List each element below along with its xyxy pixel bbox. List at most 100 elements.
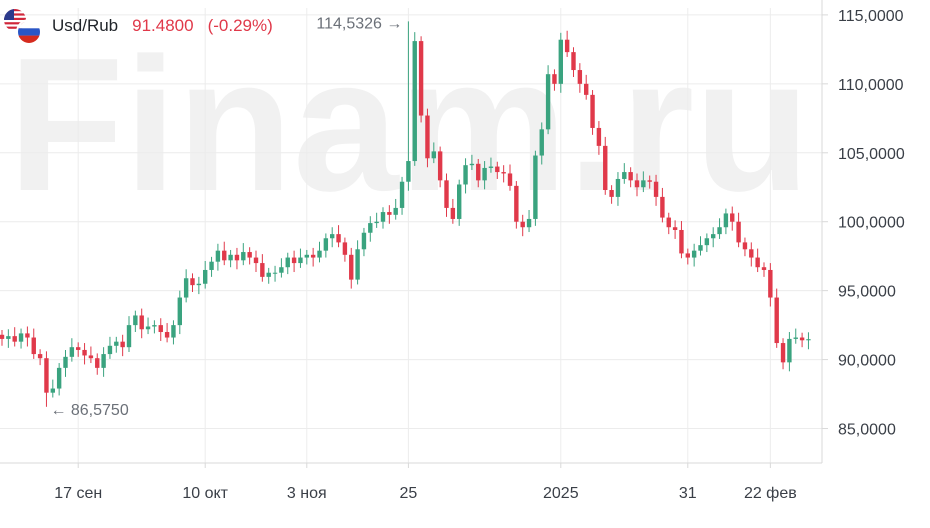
candle: [558, 32, 563, 93]
candle: [260, 254, 265, 282]
candle-body: [69, 347, 75, 357]
candle: [641, 171, 646, 193]
candle-body: [520, 221, 525, 228]
candle: [685, 248, 690, 265]
candle-body: [0, 334, 5, 339]
candle: [361, 227, 367, 257]
candle-body: [298, 257, 303, 264]
x-tick-label: 3 ноя: [287, 485, 327, 502]
candle: [653, 174, 659, 206]
x-tick-label: 22 фев: [744, 485, 797, 502]
candle-body: [126, 325, 132, 348]
candle: [18, 328, 24, 349]
candle-body: [469, 163, 475, 166]
candle-body: [317, 250, 322, 258]
x-tick-label: 25: [400, 485, 418, 502]
candle: [133, 310, 138, 333]
candle: [247, 247, 252, 265]
candle: [152, 320, 157, 334]
candle-body: [558, 39, 563, 84]
candle: [44, 351, 49, 407]
candle: [139, 308, 144, 339]
candle: [660, 187, 665, 223]
candle: [183, 269, 189, 303]
candle: [444, 173, 449, 217]
candle-body: [183, 278, 189, 298]
candle-body: [768, 269, 773, 298]
candle: [469, 154, 475, 171]
candle: [323, 233, 329, 258]
candle: [425, 108, 430, 168]
x-tick-label: 17 сен: [54, 485, 102, 502]
candle-body: [139, 315, 144, 330]
candle: [330, 227, 335, 248]
candle-body: [349, 254, 354, 280]
candle: [215, 243, 221, 271]
candle-body: [88, 355, 94, 359]
candle-body: [564, 39, 570, 53]
watermark: Finam.ru: [8, 19, 810, 231]
candle-body: [685, 253, 690, 258]
candle-body: [482, 167, 487, 181]
candle: [399, 176, 405, 215]
candle: [666, 212, 671, 235]
candle-body: [736, 221, 741, 243]
candle: [355, 240, 360, 285]
candle: [190, 273, 195, 293]
candle: [266, 267, 271, 284]
candle: [507, 164, 513, 191]
candle-body: [730, 213, 735, 222]
candle-body: [247, 252, 252, 258]
candle: [228, 249, 233, 268]
candle: [50, 379, 55, 398]
candle: [520, 214, 525, 237]
candle-body: [304, 254, 309, 258]
candle: [679, 221, 684, 259]
candle: [120, 334, 125, 357]
symbol-label: Usd/Rub: [52, 16, 119, 35]
candle-body: [679, 229, 684, 254]
candle: [222, 241, 227, 266]
candle-body: [545, 74, 551, 130]
candle-body: [507, 173, 513, 186]
candle: [349, 247, 354, 289]
candle: [571, 47, 576, 77]
candle: [31, 328, 36, 359]
candle-body: [177, 297, 182, 326]
candle: [755, 248, 760, 273]
candle: [539, 122, 544, 165]
candle: [704, 233, 710, 253]
candle: [564, 30, 570, 57]
high-annotation: 114,5326 →: [316, 15, 402, 32]
y-tick-label: 110,0000: [838, 77, 904, 94]
candle: [431, 142, 436, 164]
candle: [209, 256, 214, 277]
candle: [552, 69, 557, 91]
candle: [488, 157, 494, 173]
candle-body: [164, 332, 170, 338]
candle-body: [133, 315, 138, 326]
candle-body: [514, 185, 519, 222]
candle-body: [209, 261, 214, 270]
candle: [768, 263, 773, 307]
candle: [88, 346, 94, 364]
candle: [736, 212, 741, 248]
candle: [793, 328, 798, 344]
candle: [799, 332, 805, 348]
x-tick-label: 10 окт: [182, 485, 228, 502]
y-tick-label: 95,0000: [838, 284, 896, 301]
candle-body: [698, 245, 703, 251]
candle: [145, 317, 151, 335]
candle-body: [799, 337, 805, 341]
candle: [406, 21, 411, 191]
candle-body: [82, 349, 87, 356]
candle: [336, 225, 341, 248]
candle-body: [425, 115, 430, 159]
candle-body: [742, 242, 748, 250]
candle-body: [399, 181, 405, 208]
candle: [298, 248, 303, 268]
candle-body: [120, 341, 125, 348]
candle-body: [44, 358, 49, 393]
candle-body: [95, 358, 100, 368]
